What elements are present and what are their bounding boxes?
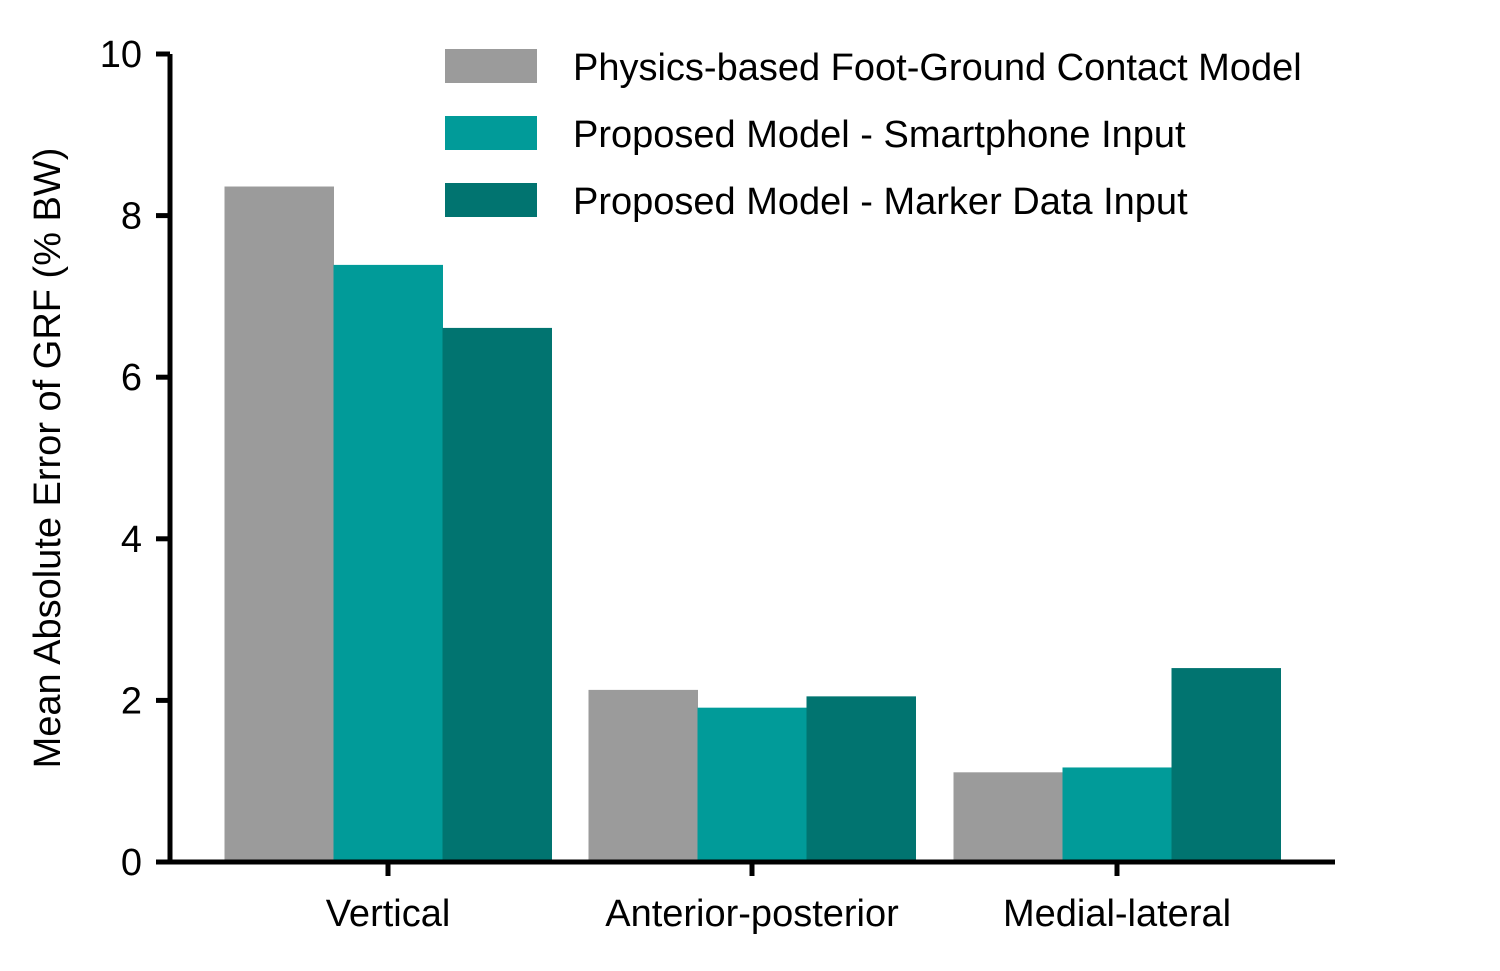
- bar-2-anterior-posterior: [697, 707, 807, 862]
- y-axis-ticks: 0 2 4 6 8 10: [100, 34, 170, 884]
- bar-3-medial-lateral: [1171, 668, 1281, 862]
- x-category-label: Anterior-posterior: [605, 893, 899, 935]
- y-tick-label: 8: [121, 196, 142, 238]
- y-axis-label: Mean Absolute Error of GRF (% BW): [27, 148, 69, 769]
- x-category-label: Medial-lateral: [1003, 893, 1231, 935]
- x-axis-ticks: Vertical Anterior-posterior Medial-lateral: [326, 862, 1231, 935]
- legend-swatch: [445, 116, 537, 150]
- y-tick-label: 10: [100, 34, 142, 76]
- legend-swatch: [445, 49, 537, 83]
- y-tick-label: 4: [121, 519, 142, 561]
- y-tick-label: 6: [121, 357, 142, 399]
- y-tick-label: 0: [121, 842, 142, 884]
- y-tick-label: 2: [121, 680, 142, 722]
- legend-label: Physics-based Foot-Ground Contact Model: [573, 47, 1302, 89]
- bar-1-anterior-posterior: [588, 689, 698, 862]
- bar-3-vertical: [442, 327, 552, 862]
- bar-2-vertical: [333, 264, 443, 862]
- legend: Physics-based Foot-Ground Contact Model P…: [445, 47, 1302, 223]
- bars-group: [224, 186, 1281, 863]
- bar-1-medial-lateral: [953, 772, 1063, 862]
- legend-label: Proposed Model - Smartphone Input: [573, 114, 1186, 156]
- bar-2-medial-lateral: [1062, 767, 1172, 862]
- legend-label: Proposed Model - Marker Data Input: [573, 181, 1188, 223]
- bar-1-vertical: [224, 186, 334, 863]
- bar-3-anterior-posterior: [806, 696, 916, 862]
- x-category-label: Vertical: [326, 893, 451, 935]
- legend-swatch: [445, 183, 537, 217]
